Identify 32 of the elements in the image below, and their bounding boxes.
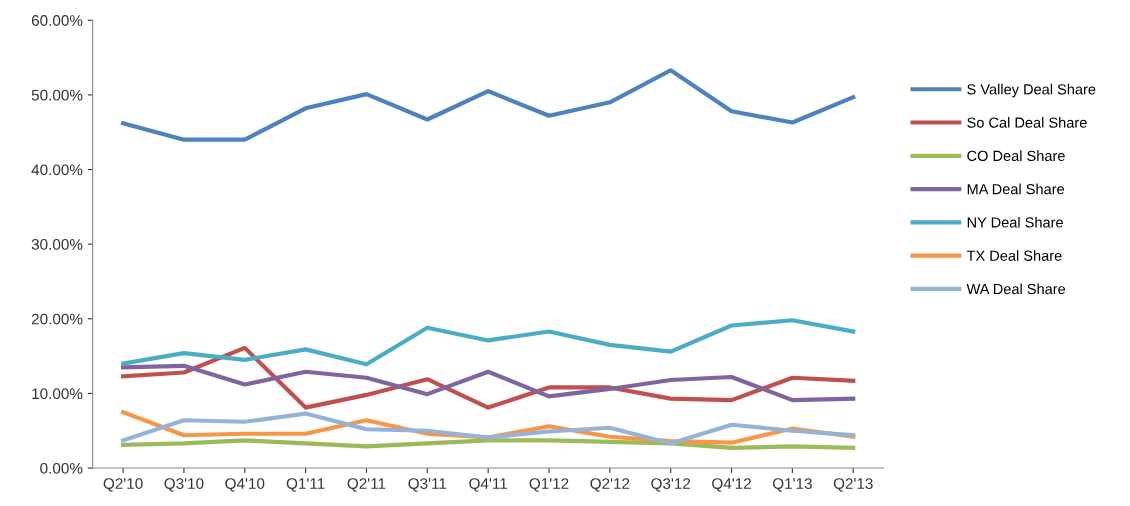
line-series <box>120 363 856 403</box>
y-tick-label: 60.00% <box>31 15 83 26</box>
x-tick-label: Q3'10 <box>164 478 204 492</box>
x-tick-label: Q2'11 <box>347 478 386 492</box>
legend-label: CO Deal Share <box>967 150 1065 162</box>
x-tick-label: Q2'13 <box>833 478 873 492</box>
x-tick-label: Q2'12 <box>590 478 630 492</box>
x-tick-label: Q1'13 <box>772 478 812 492</box>
x-tick-label: Q4'11 <box>469 478 507 492</box>
line-series <box>120 438 856 450</box>
y-tick-label: 10.00% <box>32 388 83 400</box>
x-tick-label: Q4'12 <box>712 478 751 492</box>
line-series <box>120 68 856 142</box>
y-tick-label: 0.00% <box>40 462 83 474</box>
legend-label: WA Deal Share <box>966 283 1066 295</box>
line-series <box>120 345 856 410</box>
x-tick-label: Q4'10 <box>225 478 265 492</box>
y-tick-label: 30.00% <box>31 239 83 250</box>
legend-label: MA Deal Share <box>967 183 1064 195</box>
legend-label: NY Deal Share <box>967 216 1063 228</box>
legend-label: TX Deal Share <box>966 250 1062 261</box>
x-tick-label: Q3'11 <box>408 478 447 492</box>
y-tick-label: 40.00% <box>31 164 83 176</box>
y-tick-label: 20.00% <box>31 313 83 325</box>
x-tick-label: Q3'12 <box>651 478 691 492</box>
x-tick-label: Q1'11 <box>286 478 325 492</box>
x-tick-label: Q2'10 <box>103 478 143 492</box>
x-tick-label: Q1'12 <box>529 478 569 492</box>
legend-label: So Cal Deal Share <box>967 117 1087 128</box>
line-series <box>120 318 856 367</box>
y-tick-label: 50.00% <box>31 89 83 101</box>
legend-label: S Valley Deal Share <box>967 83 1096 98</box>
